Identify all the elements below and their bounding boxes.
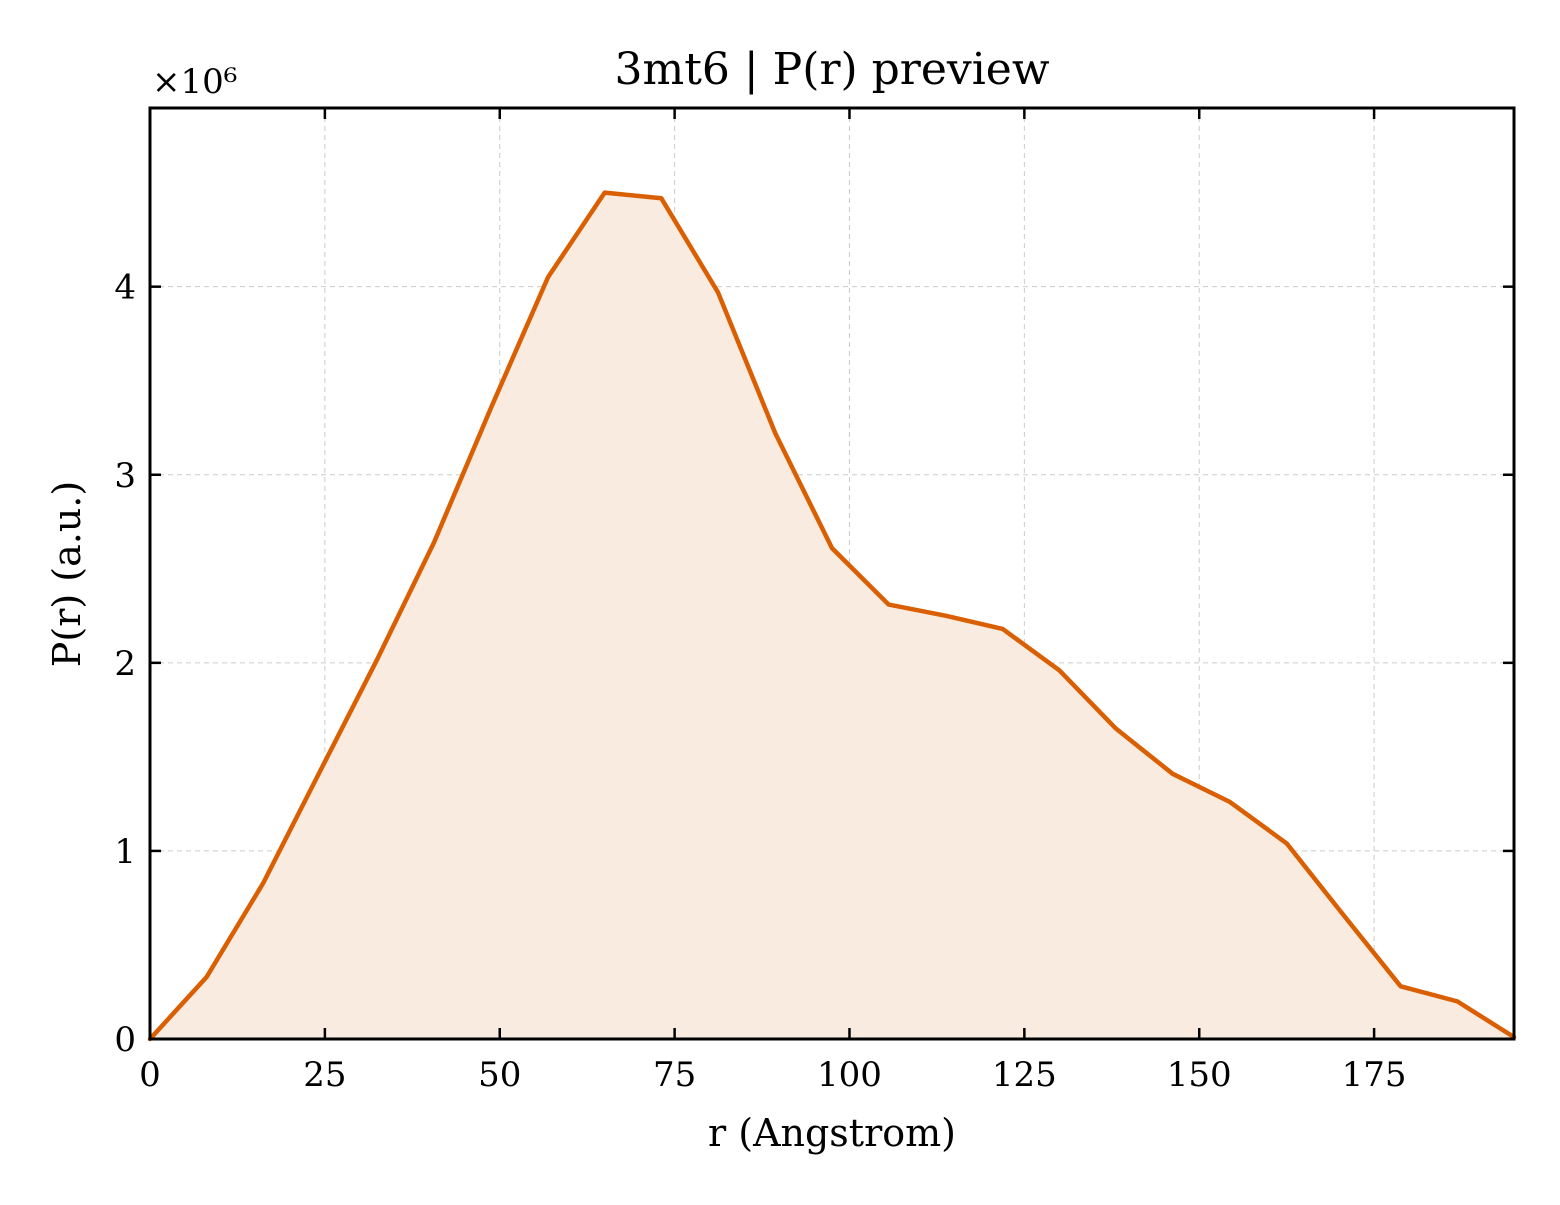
- y-axis-label: P(r) (a.u.): [45, 481, 89, 667]
- x-tick-label: 125: [992, 1055, 1057, 1095]
- y-tick-label: 1: [114, 832, 136, 872]
- chart-title: 3mt6 | P(r) preview: [614, 44, 1049, 95]
- y-tick-label: 4: [114, 268, 136, 308]
- x-tick-label: 100: [817, 1055, 882, 1095]
- y-offset-label: ×10⁶: [152, 62, 237, 102]
- x-tick-label: 25: [303, 1055, 346, 1095]
- x-tick-label: 175: [1342, 1055, 1407, 1095]
- x-tick-label: 150: [1167, 1055, 1232, 1095]
- y-tick-label: 2: [114, 644, 136, 684]
- x-axis-label: r (Angstrom): [708, 1111, 956, 1155]
- y-tick-label: 3: [114, 456, 136, 496]
- x-tick-label: 50: [478, 1055, 521, 1095]
- x-tick-label: 0: [139, 1055, 161, 1095]
- series-layer: [150, 193, 1514, 1040]
- series-area-fill: [150, 193, 1514, 1039]
- x-tick-label: 75: [653, 1055, 696, 1095]
- y-tick-label: 0: [114, 1020, 136, 1060]
